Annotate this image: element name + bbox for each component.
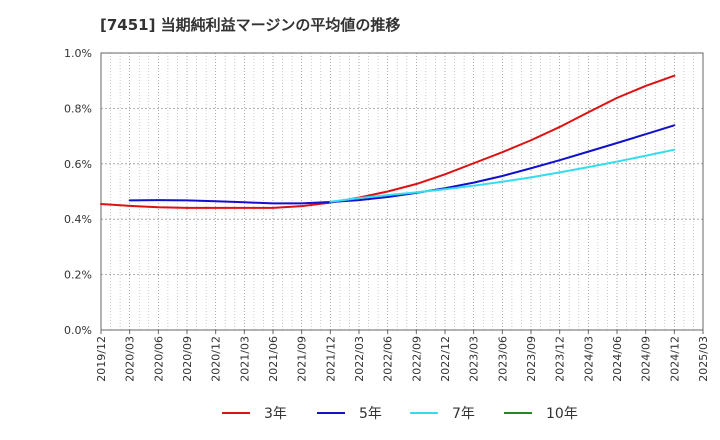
x-tick-label: 2020/12 [210,336,223,382]
legend-item: 3年 [222,406,287,422]
x-tick-label: 2024/06 [611,336,624,382]
y-tick-label: 0.8% [64,102,92,115]
x-tick-label: 2023/12 [554,336,567,382]
x-tick-label: 2021/06 [267,336,280,382]
x-tick-label: 2024/03 [582,336,595,382]
x-tick-label: 2020/03 [124,336,137,382]
series-line-1 [128,124,676,205]
x-tick-label: 2022/03 [353,336,366,382]
x-tick-label: 2023/09 [525,336,538,382]
y-tick-label: 0.0% [64,324,92,337]
legend-item: 5年 [317,406,382,422]
x-tick-label: 2022/12 [439,336,452,382]
series-line-0 [100,74,676,209]
x-tick-label: 2020/06 [152,336,165,382]
x-tick-label: 2024/09 [640,336,653,382]
x-tick-label: 2021/09 [296,336,309,382]
y-tick-label: 0.6% [64,158,92,171]
x-tick-label: 2019/12 [95,336,108,382]
y-tick-label: 0.2% [64,269,92,282]
plot-border [100,52,704,331]
legend-item: 10年 [504,406,578,422]
x-tick-label: 2020/09 [181,336,194,382]
series-line-2 [329,148,676,203]
y-tick-label: 1.0% [64,47,92,60]
legend-label: 10年 [546,406,578,422]
plot-area [101,53,703,330]
y-tick-label: 0.4% [64,213,92,226]
chart-title: [7451] 当期純利益マージンの平均値の推移 [100,16,401,34]
x-tick-label: 2025/03 [697,336,710,382]
x-tick-label: 2021/12 [324,336,337,382]
legend-label: 5年 [359,406,382,422]
x-tick-label: 2024/12 [668,336,681,382]
legend-label: 7年 [452,406,475,422]
x-tick-label: 2023/03 [468,336,481,382]
x-tick-label: 2023/06 [496,336,509,382]
x-tick-label: 2022/06 [382,336,395,382]
x-tick-label: 2022/09 [410,336,423,382]
legend-label: 3年 [264,406,287,422]
legend-item: 7年 [410,406,475,422]
x-tick-label: 2021/03 [238,336,251,382]
